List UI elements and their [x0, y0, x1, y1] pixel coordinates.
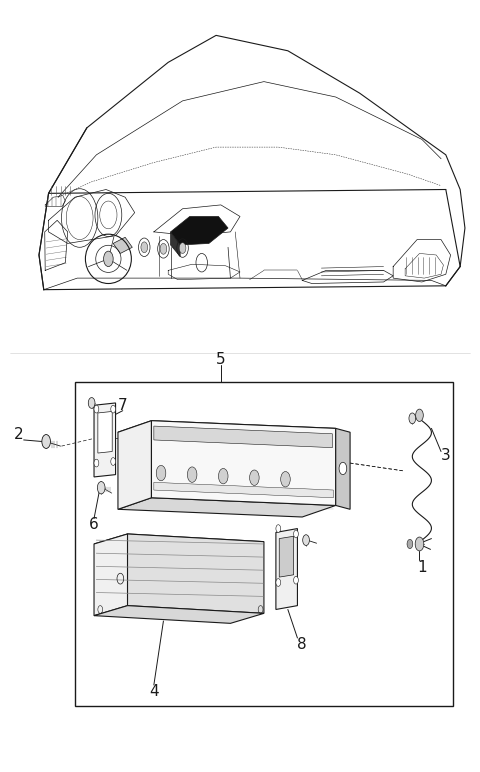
Polygon shape — [154, 426, 332, 448]
Circle shape — [409, 413, 416, 424]
Circle shape — [415, 537, 424, 551]
Circle shape — [339, 462, 347, 475]
Polygon shape — [276, 529, 298, 609]
Polygon shape — [118, 498, 336, 517]
Circle shape — [407, 540, 413, 549]
Polygon shape — [336, 428, 350, 510]
Polygon shape — [98, 411, 112, 453]
Polygon shape — [152, 421, 336, 506]
Text: 5: 5 — [216, 351, 226, 367]
Circle shape — [88, 398, 95, 408]
Text: 6: 6 — [89, 517, 99, 532]
Polygon shape — [170, 232, 180, 256]
Circle shape — [97, 482, 105, 494]
Circle shape — [141, 242, 148, 252]
Polygon shape — [128, 534, 264, 613]
Polygon shape — [94, 534, 264, 552]
Polygon shape — [94, 605, 264, 623]
Text: 8: 8 — [298, 637, 307, 652]
Polygon shape — [170, 216, 228, 245]
Circle shape — [303, 535, 310, 546]
Circle shape — [218, 469, 228, 484]
Circle shape — [111, 458, 116, 466]
Bar — [75, 382, 453, 706]
Circle shape — [160, 243, 167, 254]
Circle shape — [250, 470, 259, 486]
Circle shape — [111, 405, 116, 413]
Polygon shape — [118, 421, 336, 440]
Polygon shape — [94, 534, 128, 615]
Polygon shape — [94, 403, 116, 477]
Circle shape — [94, 459, 99, 467]
Circle shape — [187, 467, 197, 482]
Circle shape — [94, 405, 99, 413]
Text: 1: 1 — [417, 560, 427, 574]
Text: 7: 7 — [118, 398, 128, 413]
Circle shape — [416, 409, 423, 422]
Circle shape — [276, 579, 281, 587]
Text: 3: 3 — [441, 448, 451, 463]
Polygon shape — [279, 537, 294, 577]
Circle shape — [294, 530, 299, 538]
Circle shape — [104, 251, 113, 266]
Circle shape — [156, 466, 166, 481]
Circle shape — [179, 242, 186, 253]
Text: 2: 2 — [14, 427, 24, 442]
Text: 4: 4 — [149, 685, 159, 699]
Circle shape — [281, 472, 290, 487]
Polygon shape — [113, 237, 132, 253]
Circle shape — [294, 577, 299, 584]
Circle shape — [276, 525, 281, 533]
Polygon shape — [154, 482, 333, 498]
Circle shape — [42, 435, 50, 449]
Polygon shape — [118, 421, 152, 510]
